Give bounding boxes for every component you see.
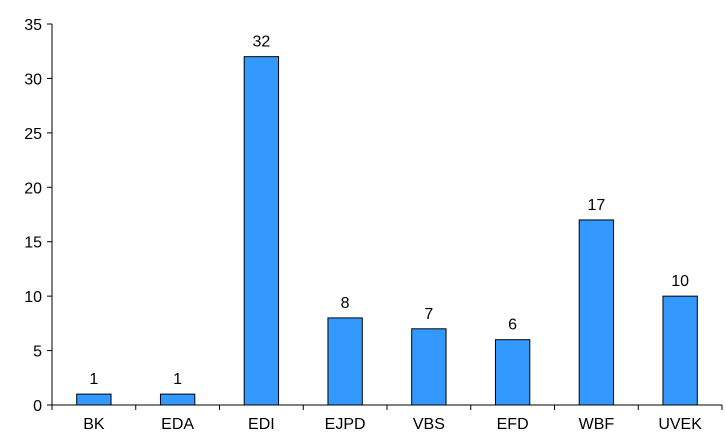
y-tick-label: 30 — [24, 71, 42, 88]
bar-eda — [159, 393, 196, 406]
x-tick-label: UVEK — [658, 416, 702, 433]
bar-efd — [494, 339, 531, 406]
x-tick-label: EDA — [161, 416, 194, 433]
data-label: 1 — [173, 371, 182, 388]
y-tick-label: 15 — [24, 235, 42, 252]
bar-ejpd — [327, 317, 363, 406]
bars — [76, 56, 698, 406]
data-label: 6 — [508, 317, 517, 334]
x-tick-label: BK — [83, 416, 105, 433]
data-label: 7 — [424, 306, 433, 323]
y-tick-label: 25 — [24, 126, 42, 143]
y-axis: 0 5 10 15 20 25 30 35 — [24, 17, 53, 415]
bar-uvek — [662, 295, 698, 406]
x-tick-label: EDI — [248, 416, 275, 433]
data-label: 10 — [671, 273, 689, 290]
y-tick-label: 10 — [24, 289, 42, 306]
bar-bk — [76, 393, 112, 406]
data-label: 32 — [252, 34, 270, 51]
bar-vbs — [411, 328, 447, 406]
data-label: 17 — [587, 197, 605, 214]
x-tick-label: EJPD — [325, 416, 366, 433]
data-label: 1 — [89, 371, 98, 388]
x-axis: BK EDA EDI EJPD VBS EFD WBF UVEK — [51, 404, 723, 433]
x-tick-label: WBF — [579, 416, 615, 433]
x-tick-label: EFD — [497, 416, 529, 433]
y-tick-label: 20 — [24, 180, 42, 197]
bar-wbf — [578, 219, 615, 406]
y-tick-label: 0 — [33, 398, 42, 415]
y-tick-label: 5 — [33, 344, 42, 361]
data-labels: 1 1 32 8 7 6 17 10 — [89, 34, 689, 388]
y-tick-label: 35 — [24, 17, 42, 34]
data-label: 8 — [341, 295, 350, 312]
bar-edi — [243, 56, 280, 406]
x-tick-label: VBS — [413, 416, 445, 433]
